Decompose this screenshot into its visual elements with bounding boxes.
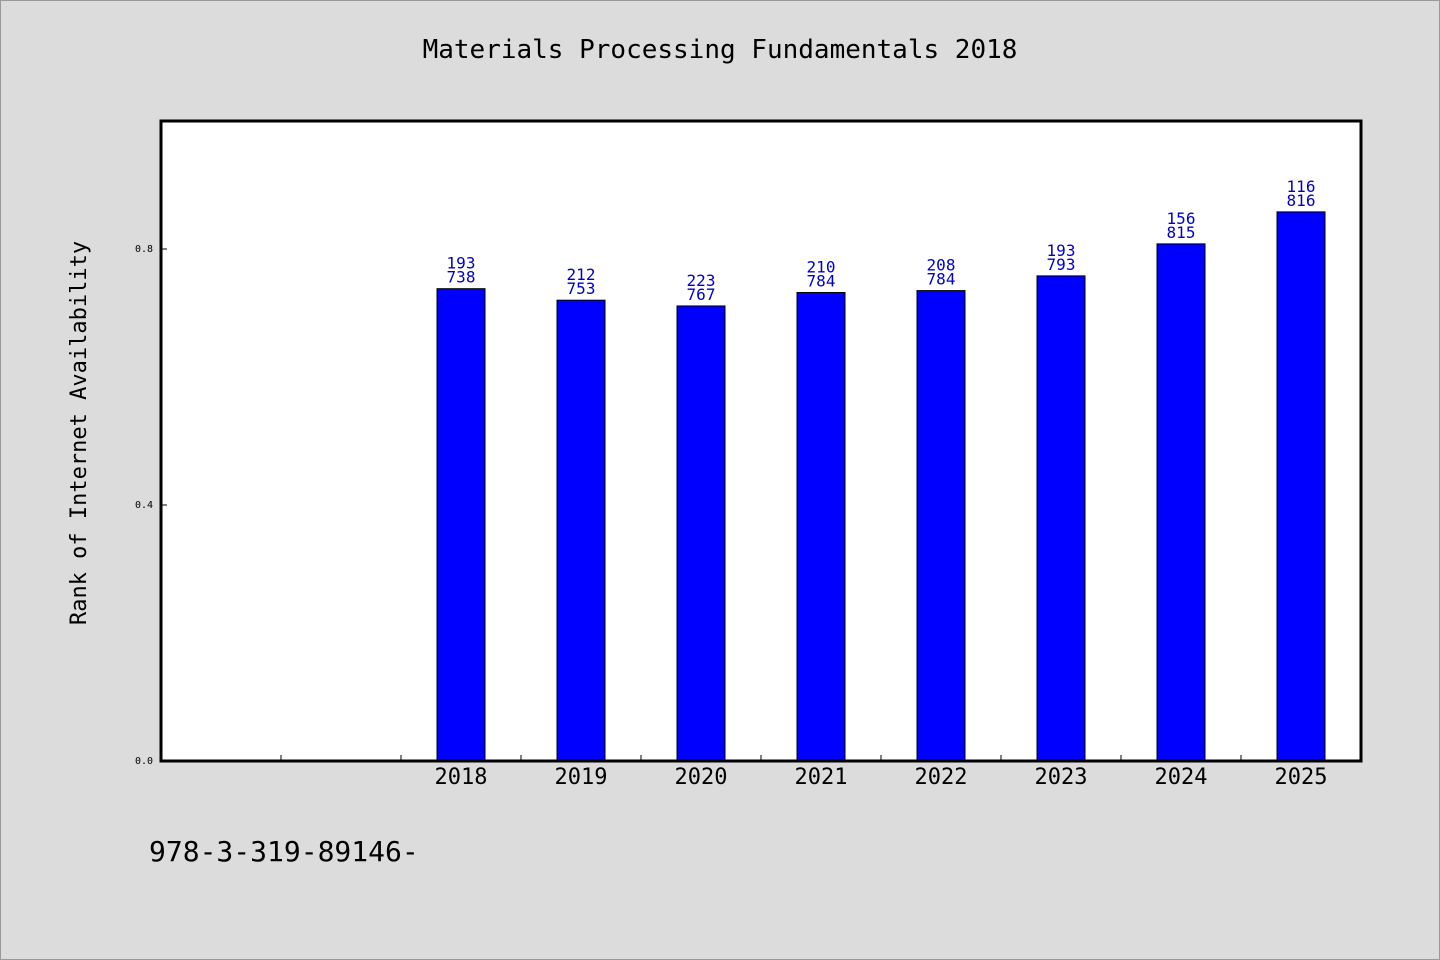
bar-data-label-bottom: 767	[687, 285, 716, 304]
plot-frame	[159, 119, 1363, 763]
chart-title: Materials Processing Fundamentals 2018	[422, 35, 1018, 65]
x-tick-label: 2018	[435, 765, 488, 790]
bar-data-label-top: 156	[1167, 209, 1196, 228]
bar-data-label-bottom: 753	[567, 279, 596, 298]
bar-data-label-bottom: 815	[1167, 223, 1196, 242]
y-tick-label: 0.4	[135, 500, 153, 511]
bar-data-label-top: 210	[807, 258, 836, 277]
x-tick-label: 2023	[1035, 765, 1088, 790]
bar-data-label-bottom: 793	[1047, 255, 1076, 274]
bar	[676, 305, 726, 762]
bar-data-label-bottom: 738	[447, 268, 476, 287]
y-tick-label: 0.0	[135, 756, 153, 767]
bar	[1156, 243, 1206, 762]
bar-data-label-bottom: 784	[807, 272, 836, 291]
x-tick-label: 2020	[675, 765, 728, 790]
bar	[436, 288, 486, 762]
bar	[796, 292, 846, 762]
bar-data-label-top: 116	[1287, 177, 1316, 196]
bar-data-label-top: 208	[927, 256, 956, 275]
y-tick-label: 0.8	[135, 244, 153, 255]
x-tick-label: 2021	[795, 765, 848, 790]
bar	[1276, 211, 1326, 762]
bar-data-label-bottom: 816	[1287, 191, 1316, 210]
bar	[916, 290, 966, 762]
footer-isbn-text: 978-3-319-89146-	[149, 835, 419, 868]
bar-data-label-top: 223	[687, 271, 716, 290]
bar-data-label-top: 212	[567, 265, 596, 284]
x-tick-label: 2019	[555, 765, 608, 790]
bar-data-label-top: 193	[1047, 241, 1076, 260]
bar	[1036, 275, 1086, 762]
bar	[556, 299, 606, 762]
bar-data-label-top: 193	[447, 254, 476, 273]
bar-data-label-bottom: 784	[927, 270, 956, 289]
x-tick-label: 2022	[915, 765, 968, 790]
y-axis-label: Rank of Internet Availability	[67, 241, 92, 625]
x-tick-label: 2025	[1275, 765, 1328, 790]
x-tick-label: 2024	[1155, 765, 1208, 790]
